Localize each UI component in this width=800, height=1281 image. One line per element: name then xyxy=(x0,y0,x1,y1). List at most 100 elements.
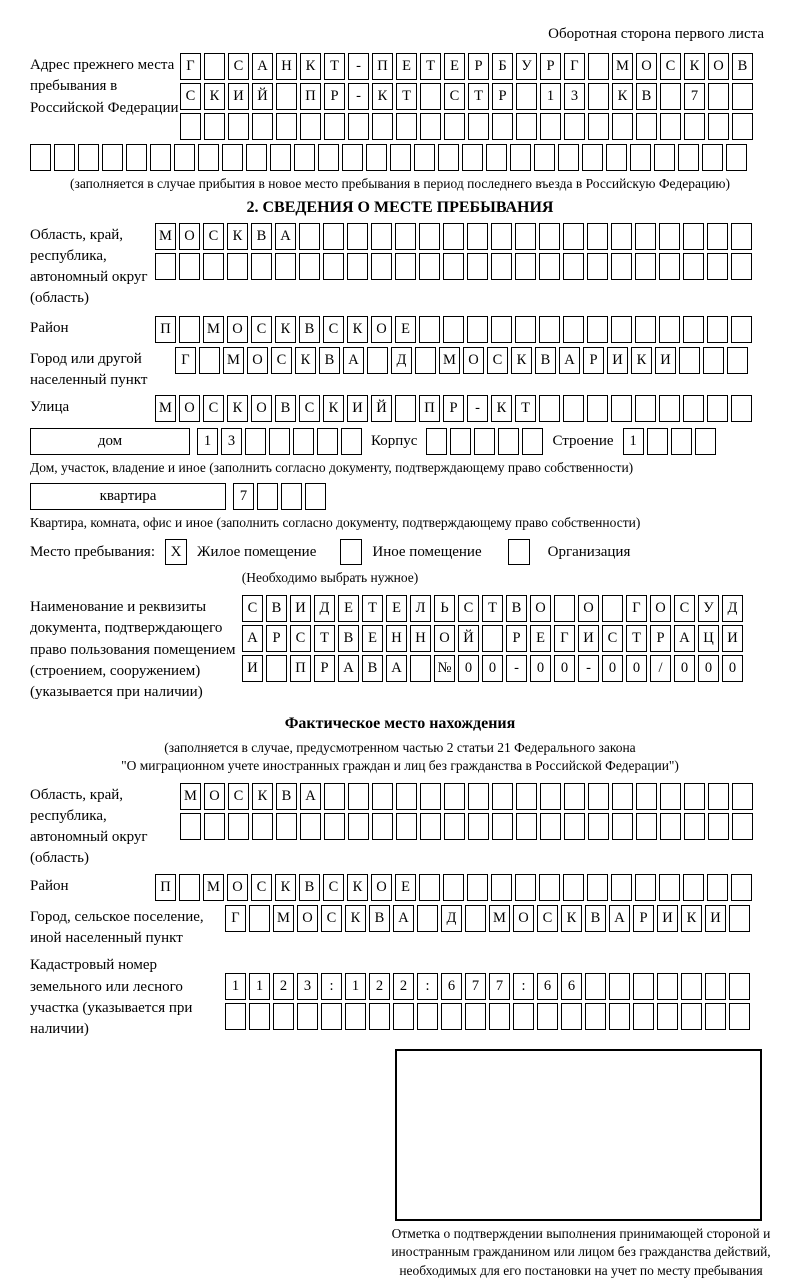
char-cell[interactable] xyxy=(683,873,704,901)
char-cell[interactable] xyxy=(659,395,680,423)
char-cell[interactable]: А xyxy=(343,346,364,374)
char-cell[interactable] xyxy=(410,654,431,682)
char-cell[interactable]: Р xyxy=(506,624,527,652)
char-cell[interactable]: В xyxy=(299,315,320,343)
char-cell[interactable]: У xyxy=(516,53,537,80)
char-cell[interactable]: М xyxy=(203,315,224,343)
char-cell[interactable] xyxy=(539,315,560,343)
char-cell[interactable] xyxy=(727,346,748,374)
char-cell[interactable]: 7 xyxy=(684,83,705,110)
char-cell[interactable] xyxy=(273,1003,294,1031)
char-cell[interactable] xyxy=(633,973,654,1001)
char-cell[interactable] xyxy=(180,113,201,140)
char-cell[interactable] xyxy=(635,395,656,423)
char-cell[interactable]: А xyxy=(252,53,273,80)
char-cell[interactable]: Е xyxy=(338,594,359,622)
char-cell[interactable] xyxy=(486,144,507,171)
char-cell[interactable]: С xyxy=(271,346,292,374)
char-cell[interactable]: М xyxy=(155,222,176,250)
char-cell[interactable]: С xyxy=(323,873,344,901)
char-cell[interactable] xyxy=(729,904,750,932)
char-cell[interactable]: : xyxy=(513,973,534,1001)
char-cell[interactable] xyxy=(444,782,465,810)
char-cell[interactable] xyxy=(707,222,728,250)
char-cell[interactable]: Ц xyxy=(698,624,719,652)
char-cell[interactable] xyxy=(534,144,555,171)
char-cell[interactable]: М xyxy=(489,904,510,932)
char-cell[interactable] xyxy=(646,428,668,456)
char-cell[interactable] xyxy=(395,252,416,280)
char-cell[interactable] xyxy=(564,113,585,140)
char-cell[interactable] xyxy=(726,144,747,171)
char-cell[interactable] xyxy=(299,222,320,250)
char-cell[interactable]: С xyxy=(228,53,249,80)
char-cell[interactable]: 2 xyxy=(273,973,294,1001)
char-cell[interactable]: 0 xyxy=(530,654,551,682)
char-cell[interactable] xyxy=(367,346,388,374)
char-cell[interactable]: О xyxy=(227,315,248,343)
char-cell[interactable]: М xyxy=(273,904,294,932)
apartment-type-box[interactable]: квартира xyxy=(30,482,226,510)
char-cell[interactable] xyxy=(348,812,369,840)
char-cell[interactable]: П xyxy=(155,873,176,901)
char-cell[interactable]: 6 xyxy=(537,973,558,1001)
char-cell[interactable]: 3 xyxy=(564,83,585,110)
char-cell[interactable]: А xyxy=(242,624,263,652)
char-cell[interactable] xyxy=(539,222,560,250)
char-cell[interactable] xyxy=(369,1003,390,1031)
char-cell[interactable] xyxy=(636,782,657,810)
char-cell[interactable]: П xyxy=(300,83,321,110)
char-cell[interactable] xyxy=(635,315,656,343)
char-cell[interactable] xyxy=(371,252,392,280)
char-cell[interactable]: 1 xyxy=(345,973,366,1001)
char-cell[interactable] xyxy=(537,1003,558,1031)
char-cell[interactable] xyxy=(323,252,344,280)
char-cell[interactable] xyxy=(419,873,440,901)
char-cell[interactable]: А xyxy=(300,782,321,810)
char-cell[interactable]: П xyxy=(290,654,311,682)
char-cell[interactable] xyxy=(102,144,123,171)
char-cell[interactable] xyxy=(228,812,249,840)
char-cell[interactable]: Т xyxy=(420,53,441,80)
char-cell[interactable]: О xyxy=(530,594,551,622)
char-cell[interactable] xyxy=(660,812,681,840)
char-cell[interactable]: С xyxy=(180,83,201,110)
char-cell[interactable] xyxy=(324,113,345,140)
char-cell[interactable] xyxy=(246,144,267,171)
char-cell[interactable] xyxy=(611,395,632,423)
char-cell[interactable] xyxy=(609,1003,630,1031)
char-cell[interactable] xyxy=(729,973,750,1001)
char-cell[interactable]: О xyxy=(434,624,455,652)
char-cell[interactable] xyxy=(516,812,537,840)
char-cell[interactable] xyxy=(372,782,393,810)
char-cell[interactable]: А xyxy=(338,654,359,682)
char-cell[interactable] xyxy=(482,624,503,652)
char-cell[interactable]: М xyxy=(203,873,224,901)
char-cell[interactable] xyxy=(297,1003,318,1031)
char-cell[interactable]: Р xyxy=(633,904,654,932)
char-cell[interactable]: В xyxy=(338,624,359,652)
char-cell[interactable]: / xyxy=(650,654,671,682)
char-cell[interactable] xyxy=(419,222,440,250)
char-cell[interactable]: Т xyxy=(314,624,335,652)
char-cell[interactable]: В xyxy=(319,346,340,374)
char-cell[interactable] xyxy=(198,144,219,171)
char-cell[interactable]: У xyxy=(698,594,719,622)
char-cell[interactable] xyxy=(708,782,729,810)
char-cell[interactable]: 7 xyxy=(489,973,510,1001)
char-cell[interactable]: С xyxy=(444,83,465,110)
char-cell[interactable] xyxy=(540,782,561,810)
char-cell[interactable]: - xyxy=(348,83,369,110)
house-type-box[interactable]: дом xyxy=(30,428,190,456)
char-cell[interactable] xyxy=(705,973,726,1001)
char-cell[interactable] xyxy=(731,873,752,901)
char-cell[interactable]: О xyxy=(251,395,272,423)
char-cell[interactable] xyxy=(348,113,369,140)
char-cell[interactable] xyxy=(396,113,417,140)
char-cell[interactable]: М xyxy=(612,53,633,80)
char-cell[interactable]: В xyxy=(506,594,527,622)
char-cell[interactable]: Р xyxy=(324,83,345,110)
char-cell[interactable]: И xyxy=(705,904,726,932)
char-cell[interactable]: О xyxy=(513,904,534,932)
char-cell[interactable] xyxy=(635,873,656,901)
